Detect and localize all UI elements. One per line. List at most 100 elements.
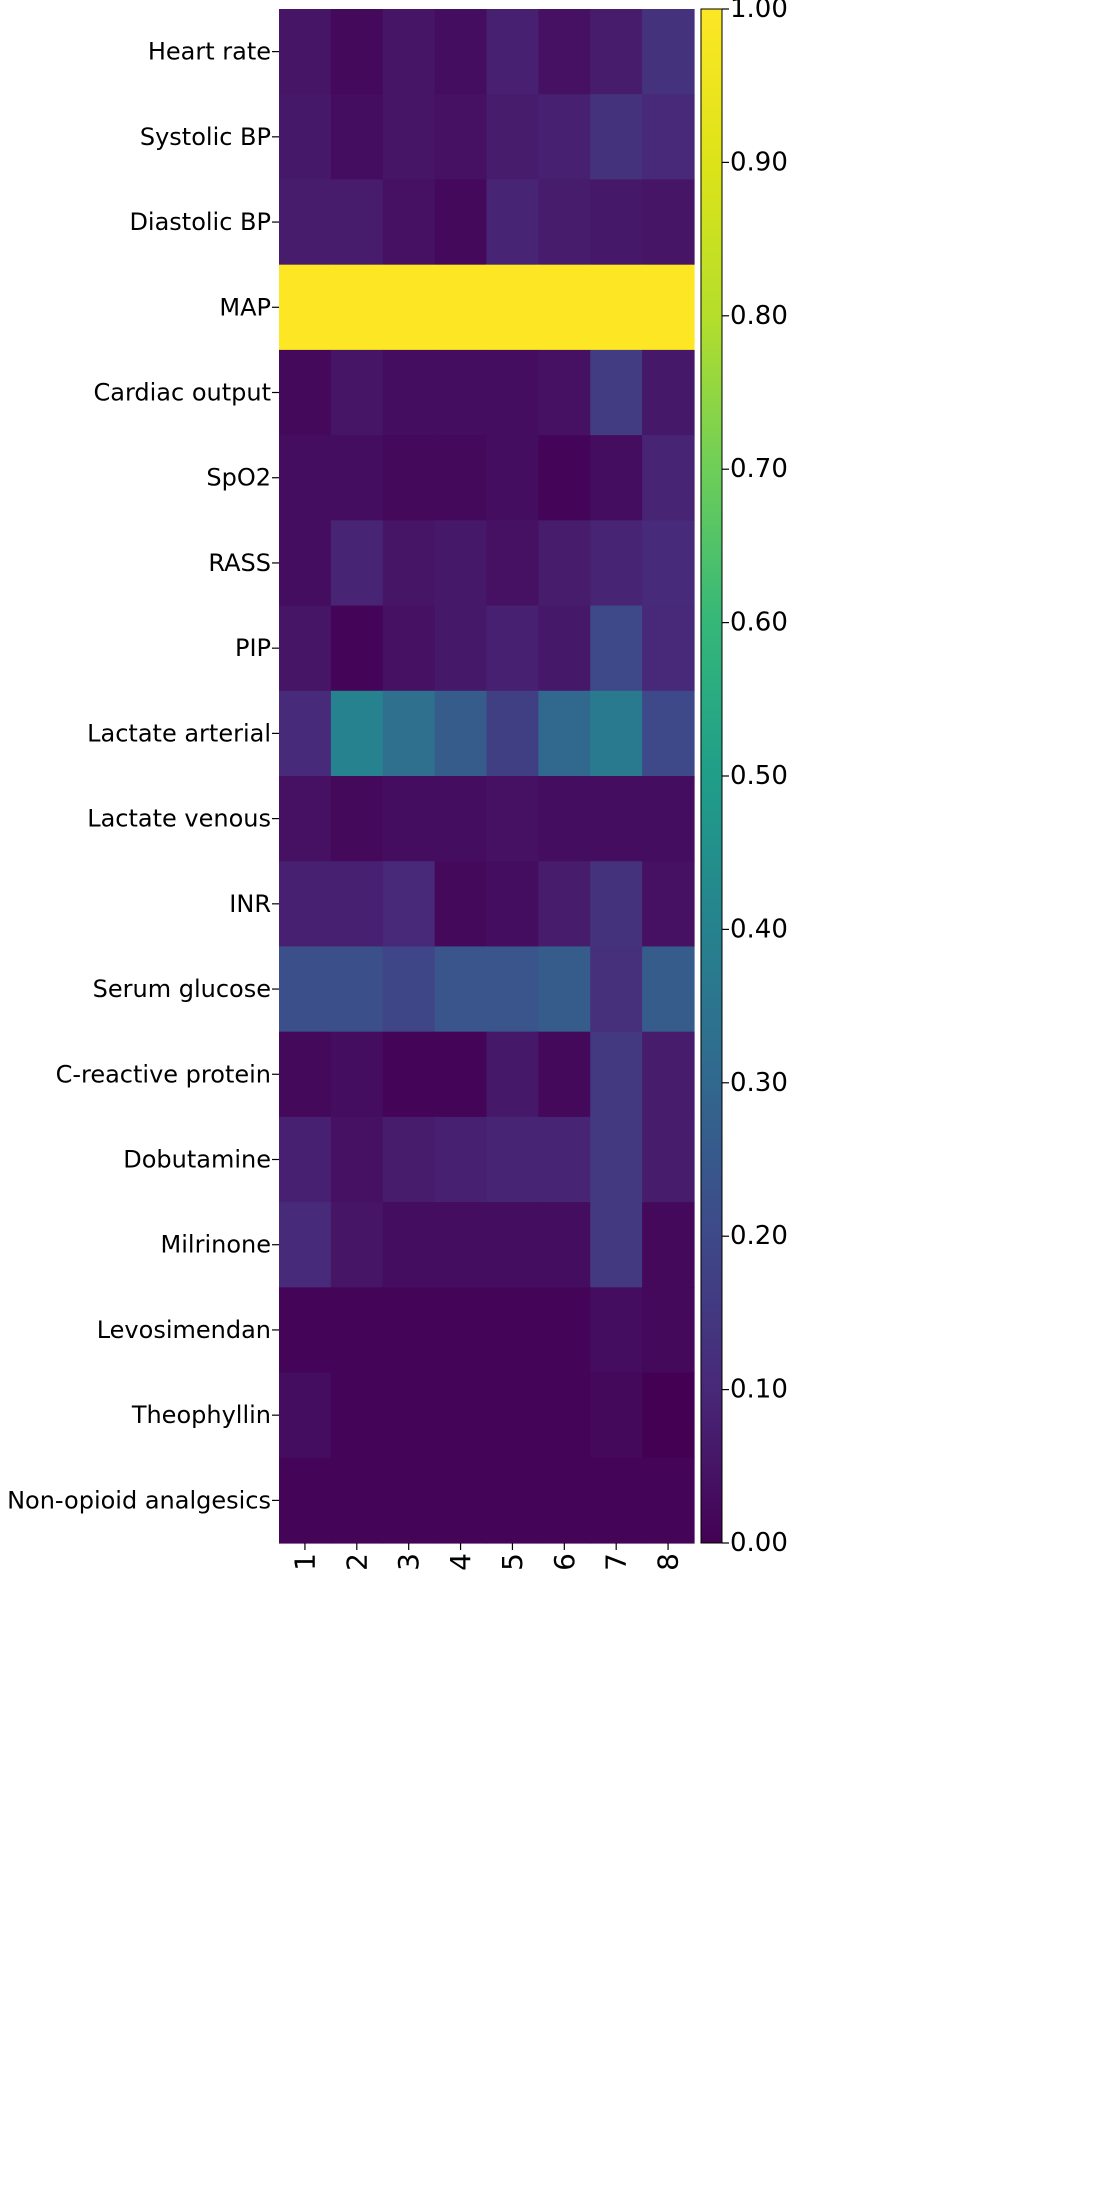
heatmap-cell xyxy=(486,1457,539,1544)
y-tick-label: Levosimendan xyxy=(97,1316,271,1344)
heatmap-cell xyxy=(590,1372,643,1459)
heatmap-cell xyxy=(330,946,384,1033)
heatmap-cell xyxy=(330,690,384,777)
heatmap-cell xyxy=(330,349,384,436)
heatmap-cell xyxy=(642,179,695,266)
heatmap-cell xyxy=(382,264,436,351)
heatmap-cell xyxy=(279,520,332,607)
heatmap-cell xyxy=(330,1031,384,1118)
heatmap-cell xyxy=(538,605,591,692)
x-tick-label: 8 xyxy=(652,1553,685,1571)
heatmap-cell xyxy=(279,1031,332,1118)
heatmap-cell xyxy=(382,349,436,436)
heatmap-cell xyxy=(642,349,695,436)
heatmap-cell xyxy=(486,776,539,862)
heatmap-cell xyxy=(642,1116,695,1203)
y-tick-label: Cardiac output xyxy=(93,379,271,407)
y-tick-label: Diastolic BP xyxy=(129,208,271,236)
heatmap-cell xyxy=(434,946,488,1033)
heatmap-cell xyxy=(590,1287,643,1374)
heatmap-cell xyxy=(538,94,591,181)
colorbar-tick-label: 0.10 xyxy=(730,1375,788,1405)
x-tick-label: 3 xyxy=(392,1553,425,1571)
heatmap-cell xyxy=(486,1031,539,1118)
heatmap-cell xyxy=(382,1457,436,1544)
heatmap-cell xyxy=(382,1287,436,1374)
x-tick-label: 4 xyxy=(444,1553,477,1571)
heatmap-cell xyxy=(382,946,436,1033)
heatmap-cell xyxy=(434,179,488,266)
heatmap-cell xyxy=(382,435,436,521)
heatmap-cell xyxy=(330,94,384,181)
heatmap-cell xyxy=(330,1202,384,1288)
heatmap-cell xyxy=(486,1287,539,1374)
heatmap-cell xyxy=(642,435,695,521)
heatmap-cell xyxy=(538,946,591,1033)
y-tick-label: Serum glucose xyxy=(93,975,271,1003)
heatmap-cells xyxy=(279,9,695,1544)
heatmap-cell xyxy=(486,435,539,521)
y-tick-label: RASS xyxy=(208,549,271,577)
heatmap-cell xyxy=(382,776,436,862)
heatmap-cell xyxy=(538,435,591,521)
heatmap-cell xyxy=(279,435,332,521)
heatmap-cell xyxy=(590,9,643,95)
colorbar-tick-label: 0.90 xyxy=(730,147,788,177)
y-tick-label: Lactate arterial xyxy=(87,719,271,747)
y-tick-label: Heart rate xyxy=(148,38,271,66)
heatmap-cell xyxy=(590,861,643,948)
x-tick-label: 7 xyxy=(600,1553,633,1571)
heatmap-cell xyxy=(279,1287,332,1374)
heatmap-cell xyxy=(382,1031,436,1118)
heatmap-cell xyxy=(434,605,488,692)
colorbar: 0.00 0.10 0.20 0.30 0.40 0.50 0.60 0.70 0.80 0.90… xyxy=(700,0,788,1558)
x-tick-label: 5 xyxy=(496,1553,529,1571)
heatmap-cell xyxy=(590,605,643,692)
heatmap-cell xyxy=(486,1202,539,1288)
heatmap-cell xyxy=(330,861,384,948)
heatmap-cell xyxy=(279,349,332,436)
heatmap-cell xyxy=(382,179,436,266)
heatmap-cell xyxy=(279,690,332,777)
y-tick-label: Non-opioid analgesics xyxy=(7,1486,271,1514)
heatmap-cell xyxy=(382,94,436,181)
heatmap-cell xyxy=(590,1457,643,1544)
y-tick-label: C-reactive protein xyxy=(56,1060,271,1088)
heatmap-cell xyxy=(642,605,695,692)
heatmap-cell xyxy=(382,520,436,607)
heatmap-cell xyxy=(642,264,695,351)
x-tick-label: 2 xyxy=(340,1553,373,1571)
heatmap-cell xyxy=(434,1287,488,1374)
heatmap-cell xyxy=(486,179,539,266)
colorbar-tick-label: 0.40 xyxy=(730,914,788,944)
heatmap-cell xyxy=(486,946,539,1033)
heatmap-cell xyxy=(590,1031,643,1118)
y-tick-label: SpO2 xyxy=(206,464,271,492)
heatmap-cell xyxy=(590,435,643,521)
heatmap-cell xyxy=(642,520,695,607)
heatmap-cell xyxy=(330,776,384,862)
heatmap-cell xyxy=(590,1202,643,1288)
heatmap-cell xyxy=(486,9,539,95)
heatmap-cell xyxy=(330,1116,384,1203)
y-tick-label: Theophyllin xyxy=(131,1401,271,1429)
heatmap-cell xyxy=(434,520,488,607)
heatmap-cell xyxy=(538,1457,591,1544)
heatmap-cell xyxy=(642,690,695,777)
heatmap-cell xyxy=(590,690,643,777)
heatmap-cell xyxy=(434,690,488,777)
heatmap-cell xyxy=(538,179,591,266)
heatmap-cell xyxy=(642,1287,695,1374)
heatmap-cell xyxy=(330,1372,384,1459)
heatmap-cell xyxy=(538,1031,591,1118)
heatmap-cell xyxy=(486,520,539,607)
heatmap-cell xyxy=(279,776,332,862)
y-tick-label: Dobutamine xyxy=(123,1146,271,1174)
colorbar-tick-label: 0.00 xyxy=(730,1528,788,1558)
x-tick-label: 1 xyxy=(288,1553,321,1571)
heatmap-cell xyxy=(279,605,332,692)
heatmap-cell xyxy=(434,349,488,436)
heatmap-cell xyxy=(382,1116,436,1203)
heatmap-cell xyxy=(642,9,695,95)
colorbar-tick-label: 0.30 xyxy=(730,1068,788,1098)
